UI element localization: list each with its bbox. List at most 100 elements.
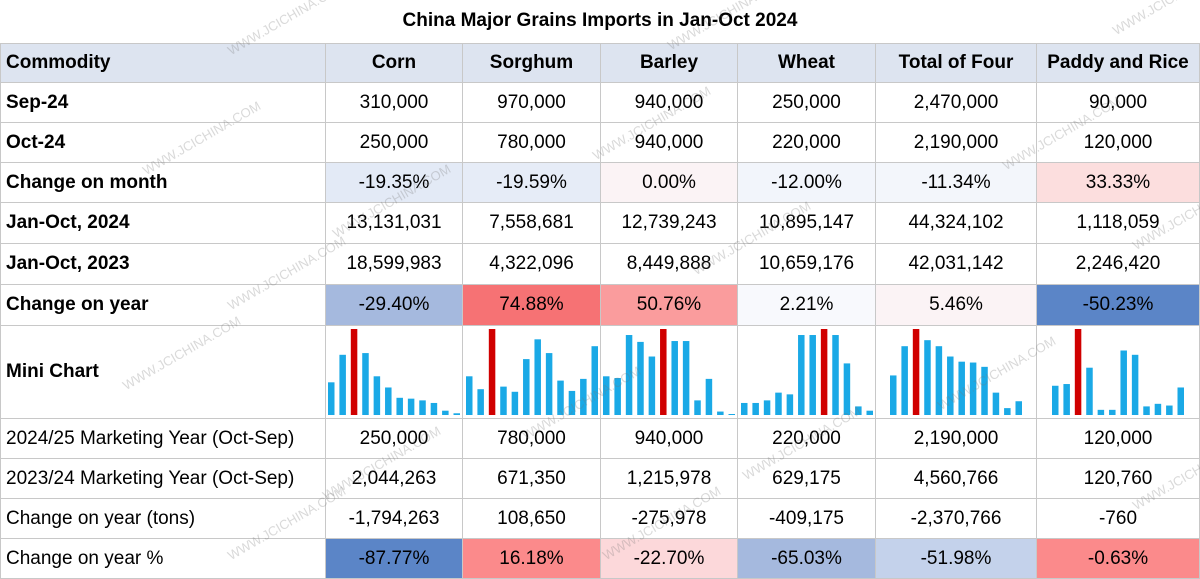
header-column: Total of Four [875, 43, 1037, 83]
table-cell: 16.18% [462, 538, 601, 579]
table-cell: 1,118,059 [1036, 202, 1200, 244]
table-cell: -65.03% [737, 538, 876, 579]
table-cell: 42,031,142 [875, 243, 1037, 285]
table-row: 2024/25 Marketing Year (Oct-Sep) 250,000 7… [0, 418, 1200, 459]
chart-bar [694, 400, 701, 415]
chart-bar [969, 362, 977, 415]
table-cell: 250,000 [325, 122, 463, 163]
mini-chart-cell [462, 325, 601, 419]
chart-bar [866, 410, 873, 415]
chart-bar [591, 346, 598, 415]
chart-bar [648, 356, 656, 415]
sparkline-chart [328, 329, 460, 415]
table-cell: 33.33% [1036, 162, 1200, 203]
chart-bar [1086, 367, 1093, 415]
table-cell: -1,794,263 [325, 498, 463, 539]
chart-bar [385, 387, 392, 415]
chart-bar [476, 389, 484, 415]
table-cell: -51.98% [875, 538, 1037, 579]
chart-bar [671, 341, 678, 415]
table-cell: 120,760 [1036, 458, 1200, 499]
table-cell: 970,000 [462, 82, 601, 123]
chart-bar [924, 340, 931, 415]
chart-bar [901, 346, 908, 415]
table-cell: 74.88% [462, 284, 601, 326]
table-cell: 2,470,000 [875, 82, 1037, 123]
chart-bar [843, 363, 850, 415]
chart-bar-highlight [820, 329, 827, 415]
chart-bar [1166, 405, 1173, 415]
mini-chart-cell [325, 325, 463, 419]
chart-bar [682, 341, 690, 415]
chart-bar [1131, 354, 1139, 415]
table-cell: 18,599,983 [325, 243, 463, 285]
table-row: Oct-24 250,000 780,000 940,000 220,000 2,190,… [0, 122, 1200, 163]
table-cell: 250,000 [737, 82, 876, 123]
chart-bar [958, 361, 965, 415]
chart-bar [339, 354, 346, 415]
mini-chart-cell [1036, 325, 1200, 419]
table-cell: 10,659,176 [737, 243, 876, 285]
chart-bar [705, 378, 713, 415]
table-cell: 220,000 [737, 418, 876, 459]
chart-bar [1052, 385, 1059, 415]
row-label: Jan-Oct, 2023 [0, 243, 326, 285]
row-label: Oct-24 [0, 122, 326, 163]
table-cell: 120,000 [1036, 418, 1200, 459]
table-cell: -760 [1036, 498, 1200, 539]
row-label: 2023/24 Marketing Year (Oct-Sep) [0, 458, 326, 499]
table-cell: -87.77% [325, 538, 463, 579]
chart-bar [419, 400, 426, 415]
header-column: Barley [600, 43, 738, 83]
chart-bar [763, 400, 770, 415]
header-column: Paddy and Rice [1036, 43, 1200, 83]
row-label: Change on year % [0, 538, 326, 579]
chart-bar [1120, 350, 1127, 415]
table-cell: 2,190,000 [875, 418, 1037, 459]
chart-bar [740, 402, 747, 415]
row-label: Change on year [0, 284, 326, 326]
row-label: Change on year (tons) [0, 498, 326, 539]
table-cell: -2,370,766 [875, 498, 1037, 539]
chart-bar [522, 359, 530, 415]
table-cell: 220,000 [737, 122, 876, 163]
table-cell: 5.46% [875, 284, 1037, 326]
table-cell: 90,000 [1036, 82, 1200, 123]
chart-bar [854, 406, 862, 415]
chart-bar [453, 413, 460, 415]
chart-bar-highlight [912, 329, 920, 415]
table-row: Jan-Oct, 2023 18,599,983 4,322,096 8,449,88… [0, 243, 1200, 285]
sparkline-chart [603, 329, 735, 415]
chart-bar-highlight [1074, 329, 1082, 415]
chart-bar [751, 402, 759, 415]
chart-bar [1015, 401, 1022, 415]
table-row: Sep-24 310,000 970,000 940,000 250,000 2,470,… [0, 82, 1200, 123]
table-row: Change on year % -87.77% 16.18% -22.70% -65.… [0, 538, 1200, 579]
chart-bar [373, 376, 381, 415]
table-cell: 10,895,147 [737, 202, 876, 244]
mini-chart-cell [737, 325, 876, 419]
chart-bar [1143, 406, 1150, 415]
table-cell: -19.35% [325, 162, 463, 203]
row-label: Jan-Oct, 2024 [0, 202, 326, 244]
chart-bar [717, 411, 724, 415]
header-column: Wheat [737, 43, 876, 83]
table-cell: -11.34% [875, 162, 1037, 203]
table-cell: -19.59% [462, 162, 601, 203]
table-cell: 2,190,000 [875, 122, 1037, 163]
chart-bar [603, 376, 610, 415]
mini-chart-label: Mini Chart [0, 325, 326, 419]
table-cell: -22.70% [600, 538, 738, 579]
chart-bar [637, 341, 644, 415]
sparkline-chart [740, 329, 873, 415]
table-cell: 108,650 [462, 498, 601, 539]
table-cell: 50.76% [600, 284, 738, 326]
table-cell: 629,175 [737, 458, 876, 499]
table-cell: 250,000 [325, 418, 463, 459]
sparkline-chart [890, 329, 1022, 415]
chart-bar-highlight [660, 329, 667, 415]
sparkline-chart [1052, 329, 1184, 415]
table-row: Change on year -29.40% 74.88% 50.76% 2.21% 5.… [0, 284, 1200, 326]
chart-bar [396, 397, 403, 415]
mini-chart-row: Mini Chart [0, 325, 1200, 419]
